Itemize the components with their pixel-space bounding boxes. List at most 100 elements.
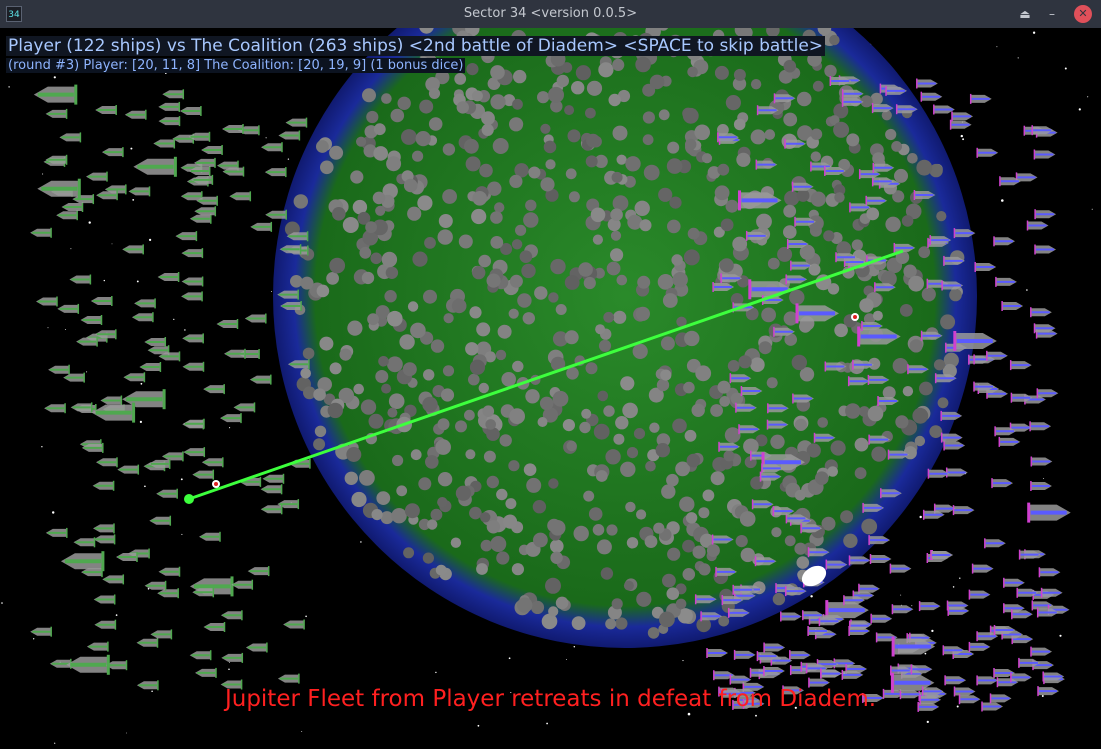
ship-icon (952, 505, 975, 516)
ship-icon (825, 600, 869, 621)
ship-icon (220, 679, 243, 690)
ship-icon (30, 227, 52, 238)
ship-icon (773, 326, 795, 337)
ship-icon (789, 650, 811, 661)
ship-icon (278, 130, 301, 141)
ship-icon (941, 280, 964, 291)
ship-icon (919, 694, 942, 705)
ship-icon (94, 619, 117, 630)
ship-icon (729, 674, 752, 685)
ship-icon (785, 513, 808, 524)
ship-icon (694, 594, 717, 605)
ship-icon (63, 372, 85, 383)
ship-icon (732, 584, 755, 595)
ship-icon (824, 166, 846, 176)
ship-icon (181, 291, 203, 302)
ship-icon (1036, 388, 1059, 399)
ship-icon (192, 587, 215, 598)
ship-icon (843, 595, 865, 606)
ship-icon (727, 607, 750, 618)
ship-icon (250, 221, 273, 232)
ship-icon (858, 169, 881, 180)
ship-icon (763, 666, 785, 676)
ship-icon (203, 384, 225, 395)
ship-icon (222, 124, 244, 134)
ship-icon (191, 174, 214, 185)
player-fleet (30, 84, 311, 691)
ship-icon (189, 650, 212, 661)
ship-icon (86, 641, 109, 652)
ship-icon (194, 157, 216, 168)
ship-icon (76, 336, 98, 347)
ship-icon (265, 209, 287, 220)
ship-icon (277, 673, 300, 684)
ship-icon (73, 537, 96, 548)
ship-icon (700, 611, 723, 622)
ship-icon (201, 145, 223, 155)
ship-icon (199, 531, 221, 542)
ship-icon (201, 457, 224, 468)
ship-icon (711, 534, 734, 545)
ship-icon (247, 566, 270, 577)
ship-icon (30, 626, 52, 637)
ship-icon (1030, 456, 1053, 467)
ship-icon (196, 195, 218, 206)
ship-icon (148, 458, 171, 469)
ship-icon (974, 262, 997, 272)
ship-icon (984, 538, 1006, 549)
ship-icon (920, 330, 943, 341)
ship-icon (195, 667, 217, 678)
ship-icon (244, 313, 267, 324)
ship-icon (179, 106, 202, 116)
ship-icon (216, 319, 239, 329)
ship-icon (795, 303, 839, 324)
ship-icon (80, 315, 103, 325)
ship-icon (45, 154, 68, 165)
ship-icon (86, 171, 108, 182)
ship-icon (976, 631, 999, 642)
ship-icon (895, 104, 918, 115)
ship-icon (128, 186, 151, 197)
ship-icon (1009, 360, 1032, 371)
ship-icon (735, 402, 757, 413)
ship-icon (953, 686, 976, 697)
ship-icon (158, 116, 181, 127)
ship-icon (144, 580, 167, 591)
ship-icon (986, 350, 1008, 361)
ship-icon (933, 503, 956, 514)
minimize-button[interactable]: – (1049, 7, 1055, 21)
ship-icon (848, 626, 871, 636)
ship-icon (718, 441, 740, 452)
ship-icon (882, 688, 905, 699)
ship-icon (940, 410, 963, 421)
ship-icon (1042, 671, 1065, 682)
ship-icon (1010, 392, 1033, 403)
battle-status-text: (round #3) Player: [20, 11, 8] The Coali… (6, 58, 466, 73)
ship-icon (786, 239, 809, 249)
ship-icon (913, 190, 936, 200)
ship-icon (131, 312, 154, 323)
ship-icon (1011, 609, 1033, 620)
ship-icon (791, 181, 814, 192)
ship-icon (890, 665, 912, 676)
ship-icon (891, 636, 936, 657)
ship-icon (105, 660, 128, 671)
ship-icon (150, 629, 173, 640)
ship-icon (927, 468, 950, 479)
ship-icon (189, 213, 212, 224)
ship-icon (807, 626, 830, 636)
battle-viewport[interactable] (0, 28, 1101, 749)
ship-icon (862, 502, 885, 513)
ship-icon (891, 604, 914, 615)
shade-button[interactable]: ⏏ (1019, 7, 1031, 21)
ship-icon (280, 301, 302, 311)
ship-icon (782, 685, 804, 696)
close-button[interactable]: ✕ (1074, 5, 1092, 23)
ship-icon (1029, 421, 1052, 432)
ship-icon (182, 333, 204, 344)
ship-icon (37, 178, 81, 199)
ship-icon (192, 469, 215, 480)
ship-icon (993, 236, 1015, 247)
ship-icon (1010, 672, 1032, 683)
ship-icon (181, 276, 204, 287)
